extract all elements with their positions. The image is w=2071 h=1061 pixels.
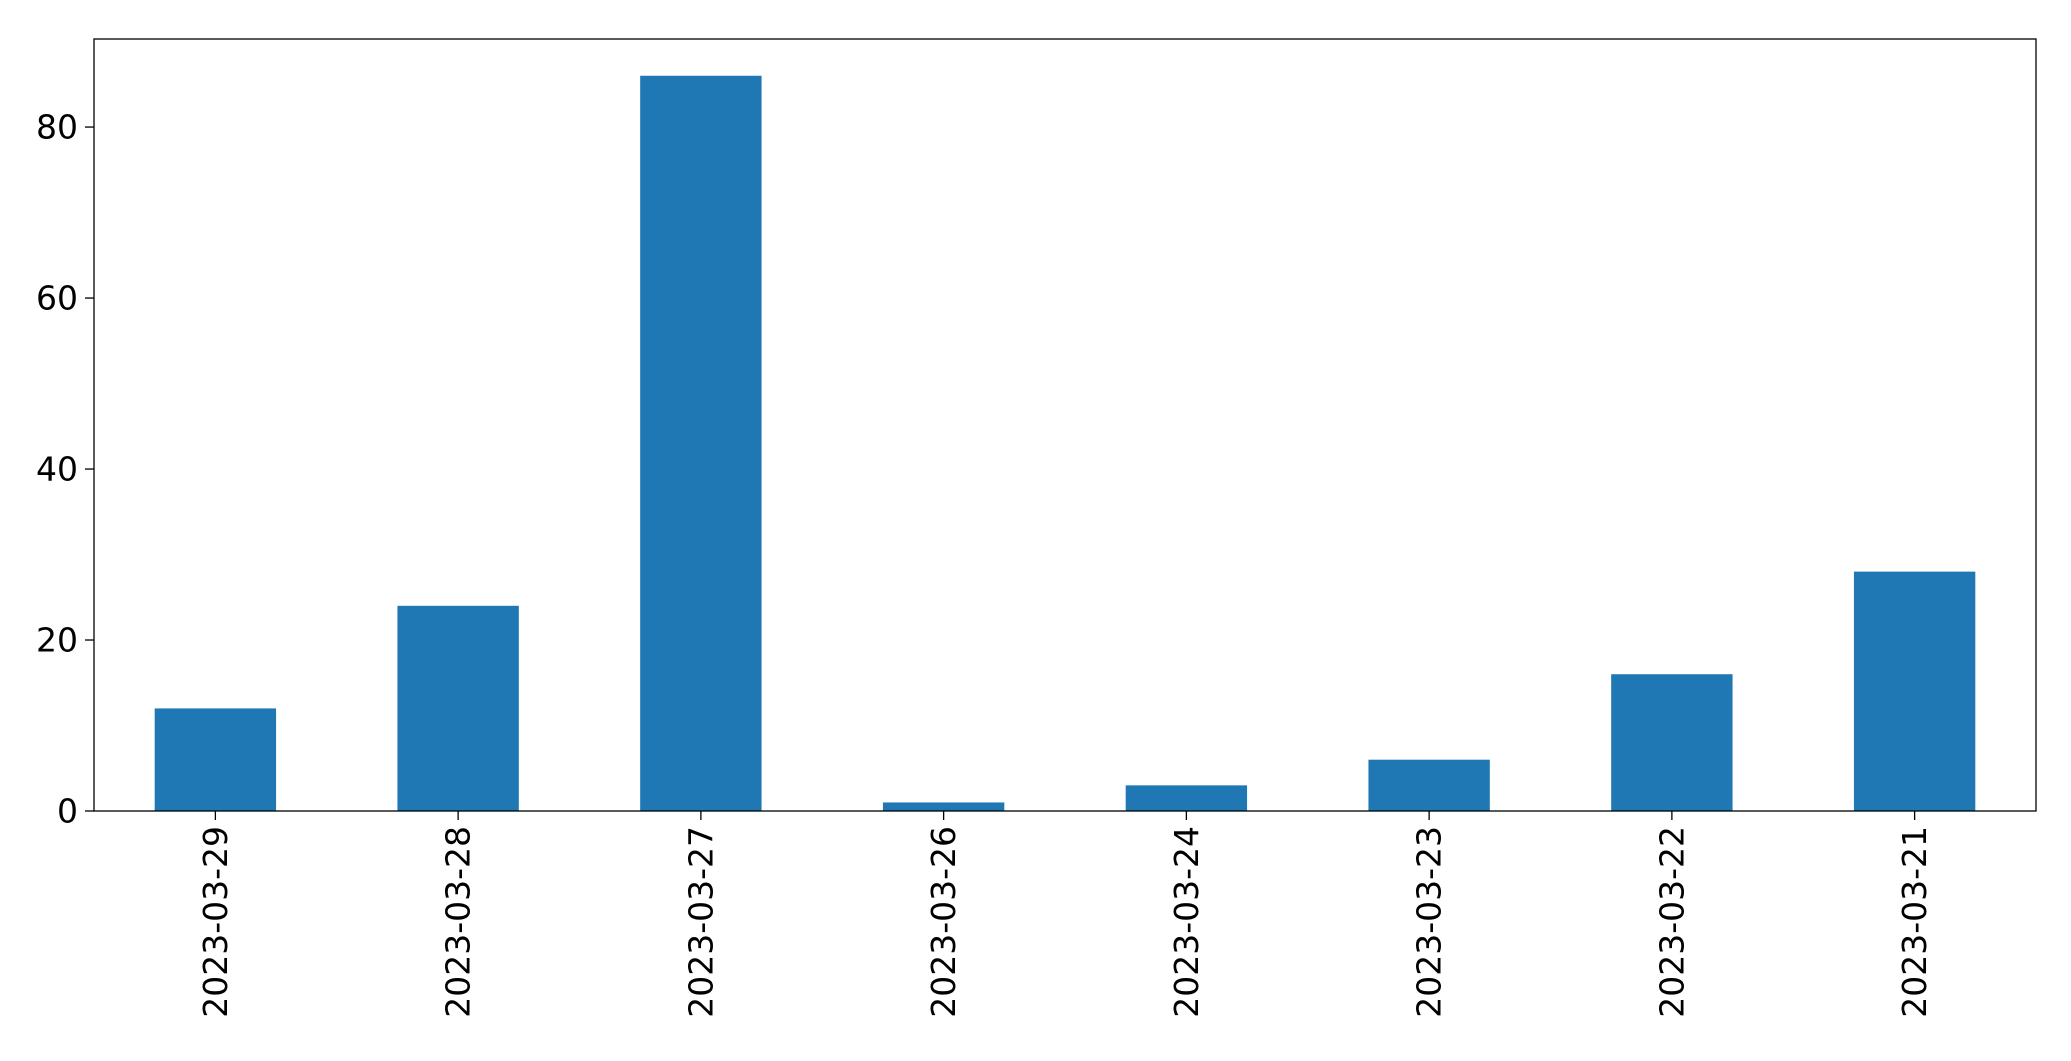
bar-2023-03-22 <box>1611 674 1733 811</box>
x-tick-label: 2023-03-21 <box>1895 826 1934 1018</box>
bar-2023-03-21 <box>1853 571 1976 811</box>
bar-2023-03-28 <box>397 605 519 811</box>
x-tick-label: 2023-03-23 <box>1410 826 1449 1018</box>
x-tick-label: 2023-03-22 <box>1652 826 1691 1018</box>
x-tick-label: 2023-03-29 <box>196 826 235 1018</box>
x-tick-label: 2023-03-27 <box>681 826 720 1018</box>
bar-2023-03-24 <box>1125 785 1248 811</box>
y-tick-label: 0 <box>57 792 78 831</box>
y-tick-label: 80 <box>36 108 78 147</box>
y-tick-label: 20 <box>36 621 78 660</box>
x-tick-label: 2023-03-24 <box>1167 826 1206 1018</box>
x-tick-label: 2023-03-26 <box>924 826 963 1018</box>
plot-frame <box>93 38 2037 812</box>
x-axis: 2023-03-29 2023-03-28 2023-03-27 2023-03-26… <box>196 811 1934 1018</box>
bar-2023-03-26 <box>882 802 1005 811</box>
bar-2023-03-29 <box>154 708 277 811</box>
x-tick-label: 2023-03-28 <box>439 826 478 1018</box>
y-tick-label: 40 <box>36 450 78 489</box>
bars-group <box>154 75 1976 811</box>
y-tick-label: 60 <box>36 279 78 318</box>
y-axis: 0 20 40 60 80 <box>36 108 94 831</box>
bar-2023-03-27 <box>640 75 762 811</box>
bar-2023-03-23 <box>1368 759 1490 811</box>
